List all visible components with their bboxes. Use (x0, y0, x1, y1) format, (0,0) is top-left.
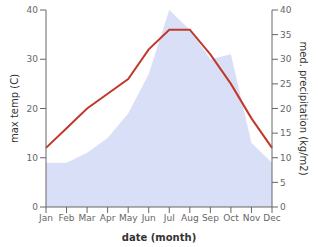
svg-text:15: 15 (280, 128, 291, 138)
svg-text:date (month): date (month) (122, 232, 196, 243)
svg-text:Jun: Jun (141, 213, 156, 223)
svg-text:10: 10 (280, 153, 292, 163)
svg-text:5: 5 (280, 178, 286, 188)
svg-text:Mar: Mar (79, 213, 96, 223)
svg-text:Aug: Aug (181, 213, 199, 223)
svg-text:35: 35 (280, 30, 291, 40)
svg-text:Apr: Apr (100, 213, 116, 223)
svg-text:0: 0 (280, 202, 286, 212)
svg-text:25: 25 (280, 79, 291, 89)
svg-text:May: May (119, 213, 138, 223)
svg-text:Jul: Jul (163, 213, 175, 223)
svg-text:Jan: Jan (38, 213, 53, 223)
svg-text:max temp (C): max temp (C) (9, 74, 20, 143)
svg-text:20: 20 (280, 104, 292, 114)
svg-text:40: 40 (280, 5, 292, 15)
svg-text:Nov: Nov (243, 213, 261, 223)
svg-text:20: 20 (27, 104, 39, 114)
svg-text:0: 0 (32, 202, 38, 212)
svg-text:40: 40 (27, 5, 39, 15)
svg-text:30: 30 (280, 54, 292, 64)
svg-text:Feb: Feb (59, 213, 75, 223)
svg-text:30: 30 (27, 54, 39, 64)
svg-text:10: 10 (27, 153, 39, 163)
svg-text:med. precipitation (kg/m2): med. precipitation (kg/m2) (298, 41, 309, 175)
svg-text:Sep: Sep (202, 213, 219, 223)
svg-text:Dec: Dec (263, 213, 280, 223)
svg-text:Oct: Oct (223, 213, 239, 223)
